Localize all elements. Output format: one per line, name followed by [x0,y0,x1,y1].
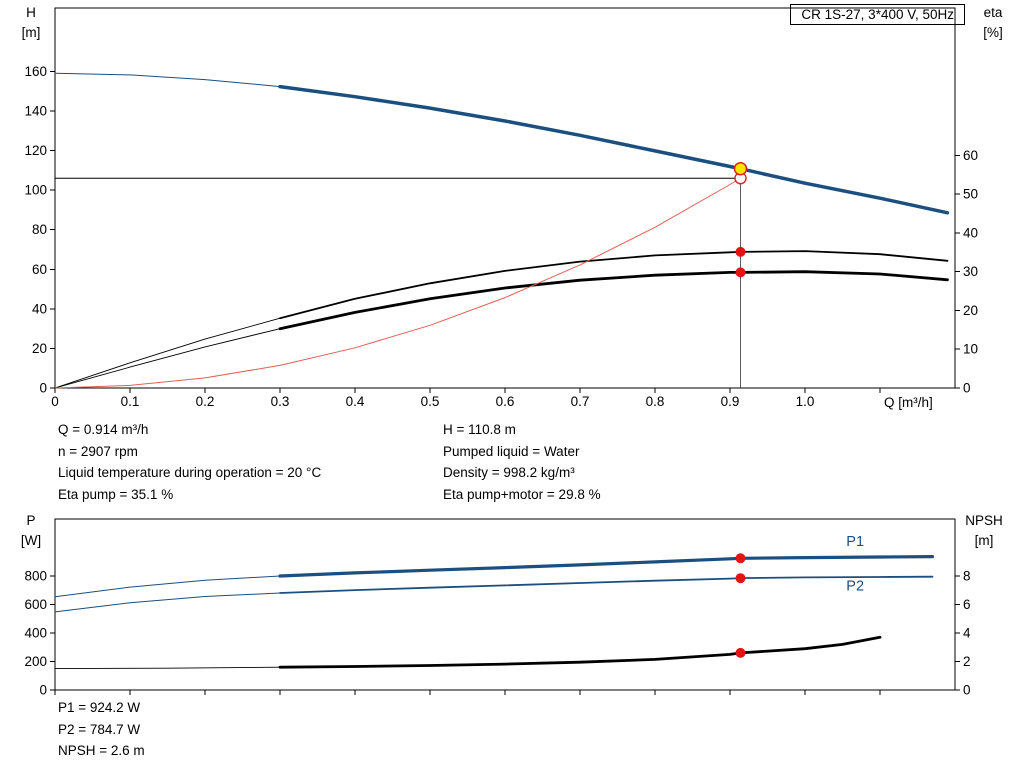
x-tick-label: 0.8 [646,394,665,409]
left-tick-label: 60 [32,262,47,277]
anno-h: H = 110.8 m [443,422,516,437]
p1-curve-label: P1 [846,534,864,550]
x-tick-label: 1.0 [796,394,815,409]
npsh-curve [278,635,882,669]
right-tick-label: 20 [963,303,978,318]
p-axis-title-symbol: P [26,513,36,528]
eta-pump-motor-lead [54,328,281,389]
npsh-axis-title-symbol: NPSH [965,513,1003,528]
x-tick-label: 0.3 [271,394,290,409]
anno-density: Density = 998.2 kg/m³ [443,465,575,480]
x-tick-label: 0.6 [496,394,515,409]
x-tick-label: 0.5 [421,394,440,409]
left-tick-label: 80 [32,222,47,237]
x-tick-label: 0 [51,394,59,409]
right-tick-label: 0 [963,381,971,396]
anno-pumped-liquid: Pumped liquid = Water [443,443,580,459]
eta-pump-lead [54,317,281,389]
anno-p1: P1 = 924.2 W [58,700,141,715]
left-tick-label: 100 [24,183,47,198]
eta-pump-point [735,246,746,257]
left-tick-label: 160 [24,64,47,79]
right-tick-label: 6 [963,597,971,612]
x-tick-label: 0.7 [571,394,590,409]
left-tick-label: 600 [24,597,47,612]
h-curve-lead [54,72,281,88]
right-tick-label: 40 [963,225,978,240]
left-tick-label: 0 [39,683,47,698]
p-axis-title-unit: [W] [20,533,42,548]
left-tick-label: 120 [24,143,47,158]
left-tick-label: 0 [39,381,47,396]
power-npsh-chart: P1 P2 0 200 400 600 800 0 2 4 6 8 [24,518,971,698]
right-tick-label: 50 [963,187,978,202]
eta-pump-motor-point [735,267,746,278]
power-info: P1 = 924.2 W P2 = 784.7 W NPSH = 2.6 m [58,697,145,762]
npsh-point [735,647,746,658]
left-tick-label: 40 [32,301,47,316]
anno-q: Q = 0.914 m³/h [58,422,149,437]
p1-point [735,553,746,564]
p1-lead [54,575,281,598]
duty-info-left: Q = 0.914 m³/h n = 2907 rpm Liquid tempe… [58,419,321,505]
h-axis-title-unit: [m] [21,25,41,40]
right-tick-label: 60 [963,148,978,163]
q-axis-title: Q [m³/h] [884,395,933,410]
left-tick-label: 140 [24,103,47,118]
x-tick-label: 0.1 [121,394,140,409]
p-axis-title: P [W] [12,511,50,551]
p2-curve [279,575,934,594]
x-tick-label: 0.4 [346,394,365,409]
anno-eta-pump: Eta pump = 35.1 % [58,486,174,502]
p2-point [735,573,746,584]
left-tick-label: 400 [24,626,47,641]
right-tick-label: 10 [963,342,978,357]
pump-title-box: CR 1S-27, 3*400 V, 50Hz [790,4,965,25]
right-tick-label: 8 [963,569,971,584]
x-tick-label: 0.2 [196,394,215,409]
x-tick-label: 0.9 [721,394,740,409]
left-tick-label: 800 [24,569,47,584]
anno-liquid-temp: Liquid temperature during operation = 20… [58,465,322,480]
anno-npsh: NPSH = 2.6 m [58,743,145,758]
anno-p2: P2 = 784.7 W [58,721,141,737]
anno-speed: n = 2907 rpm [58,443,138,459]
qh-eta-chart: 0 0.1 0.2 0.3 0.4 0.5 0.6 0.7 0.8 0.9 1.0 0 20 40 60 80… [24,7,978,409]
eta-axis-title: eta [%] [972,3,1014,43]
right-tick-label: 0 [963,683,971,698]
right-tick-label: 4 [963,626,971,641]
duty-point [733,161,748,176]
system-curve [54,177,741,389]
npsh-axis-title: NPSH [m] [956,511,1012,551]
left-tick-label: 200 [24,654,47,669]
plot-frame [54,7,956,389]
right-tick-label: 30 [963,264,978,279]
p1-curve [278,554,935,578]
eta-pump-curve [279,250,949,320]
anno-eta-pump-motor: Eta pump+motor = 29.8 % [443,486,601,502]
npsh-lead [54,666,281,670]
h-axis-title: H [m] [12,3,50,43]
npsh-axis-title-unit: [m] [974,533,994,548]
p2-lead [54,592,281,613]
h-curve [278,84,950,215]
p2-curve-label: P2 [846,578,864,594]
eta-axis-title-symbol: eta [983,5,1003,20]
duty-info-right: H = 110.8 m Pumped liquid = Water Densit… [443,419,601,505]
left-tick-label: 20 [32,341,47,356]
right-tick-label: 2 [963,654,971,669]
eta-pump-motor-curve [278,270,949,331]
h-axis-title-symbol: H [26,5,36,20]
eta-axis-title-unit: [%] [983,25,1003,40]
